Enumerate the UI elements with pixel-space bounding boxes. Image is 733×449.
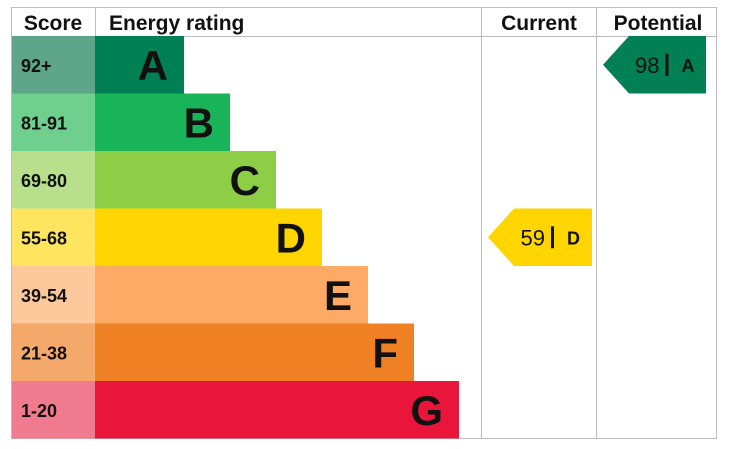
potential-score-value: 98 xyxy=(635,53,659,78)
score-cell-a xyxy=(12,36,95,94)
band-letter-g: G xyxy=(410,387,443,434)
score-range-d: 55-68 xyxy=(21,228,67,248)
potential-rating-arrow xyxy=(603,36,706,94)
band-bar-a xyxy=(95,36,184,94)
band-letter-b: B xyxy=(184,99,214,146)
score-cell-b xyxy=(12,93,95,151)
score-range-e: 39-54 xyxy=(21,286,67,306)
band-bar-f xyxy=(95,323,414,381)
score-range-f: 21-38 xyxy=(21,343,67,363)
score-cell-e xyxy=(12,266,95,324)
score-range-b: 81-91 xyxy=(21,113,67,133)
current-score-value: 59 xyxy=(521,225,545,250)
score-range-a: 92+ xyxy=(21,56,52,76)
score-cell-d xyxy=(12,208,95,266)
score-range-c: 69-80 xyxy=(21,171,67,191)
score-cell-c xyxy=(12,151,95,209)
header-score: Score xyxy=(24,12,82,35)
score-cell-g xyxy=(12,381,95,439)
band-letter-e: E xyxy=(324,272,352,319)
rating-bands: 92+ A 81-91 B 69-80 C 55-68 D 39-54 E 21-38 F 1-20 G xyxy=(12,36,459,439)
band-bar-g xyxy=(95,381,459,439)
current-rating-letter: D xyxy=(567,228,580,248)
potential-rating-letter: A xyxy=(682,56,695,76)
score-cell-f xyxy=(12,323,95,381)
rating-indicators: 59 D 98 A xyxy=(488,36,706,266)
band-bar-b xyxy=(95,93,230,151)
current-rating-arrow xyxy=(488,208,592,266)
header-current: Current xyxy=(501,12,577,35)
header-energy-rating: Energy rating xyxy=(109,12,244,35)
score-range-g: 1-20 xyxy=(21,401,57,421)
band-letter-f: F xyxy=(372,329,398,376)
band-bar-d xyxy=(95,208,322,266)
band-letter-a: A xyxy=(138,42,168,89)
current-separator xyxy=(551,226,554,249)
band-letter-c: C xyxy=(230,157,260,204)
band-bar-e xyxy=(95,266,368,324)
potential-separator xyxy=(665,53,669,76)
header-potential: Potential xyxy=(614,12,703,35)
band-bar-c xyxy=(95,151,276,209)
band-letter-d: D xyxy=(276,214,306,261)
